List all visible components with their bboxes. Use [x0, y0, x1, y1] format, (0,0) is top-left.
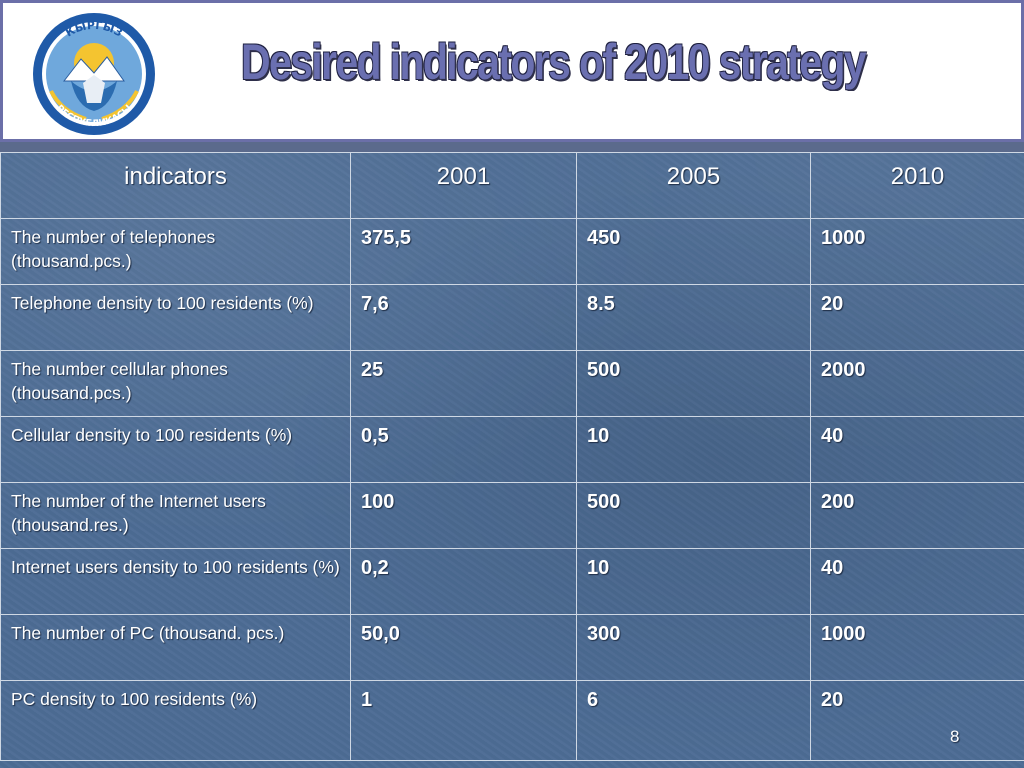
table-row: The number cellular phones (thousand.pcs…: [0, 350, 1024, 417]
indicators-table: indicators 2001 2005 2010 The number of …: [0, 152, 1024, 761]
value-2001: 7,6: [350, 284, 577, 351]
row-label: The number cellular phones (thousand.pcs…: [0, 350, 351, 417]
row-label: Cellular density to 100 residents (%): [0, 416, 351, 483]
value-2001: 1: [350, 680, 577, 761]
value-2005: 300: [576, 614, 811, 681]
value-2001: 0,2: [350, 548, 577, 615]
row-label: PC density to 100 residents (%): [0, 680, 351, 761]
row-label: The number of telephones (thousand.pcs.): [0, 218, 351, 285]
value-2005: 10: [576, 416, 811, 483]
slide-header: КЫРГЫЗ РЕСПУБЛИКАСЫ Desired indicators o…: [0, 0, 1024, 142]
value-2010: 20: [810, 284, 1024, 351]
row-label: The number of PC (thousand. pcs.): [0, 614, 351, 681]
table-row: The number of telephones (thousand.pcs.)…: [0, 218, 1024, 285]
column-header-indicators: indicators: [0, 152, 351, 219]
value-2010: 40: [810, 548, 1024, 615]
value-2010: 40: [810, 416, 1024, 483]
svg-text:КЫРГЫЗ: КЫРГЫЗ: [63, 19, 125, 40]
value-2010: 20: [810, 680, 1024, 761]
table-row: Internet users density to 100 residents …: [0, 548, 1024, 615]
value-2010: 200: [810, 482, 1024, 549]
value-2005: 500: [576, 350, 811, 417]
page-number: 8: [950, 727, 960, 746]
header-divider: [0, 142, 1024, 152]
value-2005: 10: [576, 548, 811, 615]
value-2001: 25: [350, 350, 577, 417]
column-header-2005: 2005: [576, 152, 811, 219]
value-2001: 0,5: [350, 416, 577, 483]
column-header-2010: 2010: [810, 152, 1024, 219]
table-row: The number of the Internet users (thousa…: [0, 482, 1024, 549]
table-header-row: indicators 2001 2005 2010: [0, 152, 1024, 219]
value-2001: 375,5: [350, 218, 577, 285]
table-row: The number of PC (thousand. pcs.) 50,0 3…: [0, 614, 1024, 681]
row-label: The number of the Internet users (thousa…: [0, 482, 351, 549]
value-2005: 450: [576, 218, 811, 285]
table-row: PC density to 100 residents (%) 1 6 20: [0, 680, 1024, 761]
value-2005: 500: [576, 482, 811, 549]
row-label: Internet users density to 100 residents …: [0, 548, 351, 615]
value-2010: 2000: [810, 350, 1024, 417]
value-2010: 1000: [810, 614, 1024, 681]
value-2001: 50,0: [350, 614, 577, 681]
value-2005: 6: [576, 680, 811, 761]
value-2001: 100: [350, 482, 577, 549]
row-label: Telephone density to 100 residents (%): [0, 284, 351, 351]
table-row: Telephone density to 100 residents (%) 7…: [0, 284, 1024, 351]
value-2010: 1000: [810, 218, 1024, 285]
kyrgyz-emblem-icon: КЫРГЫЗ РЕСПУБЛИКАСЫ: [33, 13, 155, 135]
value-2005: 8.5: [576, 284, 811, 351]
table-row: Cellular density to 100 residents (%) 0,…: [0, 416, 1024, 483]
column-header-2001: 2001: [350, 152, 577, 219]
slide-title: Desired indicators of 2010 strategy: [241, 34, 867, 90]
